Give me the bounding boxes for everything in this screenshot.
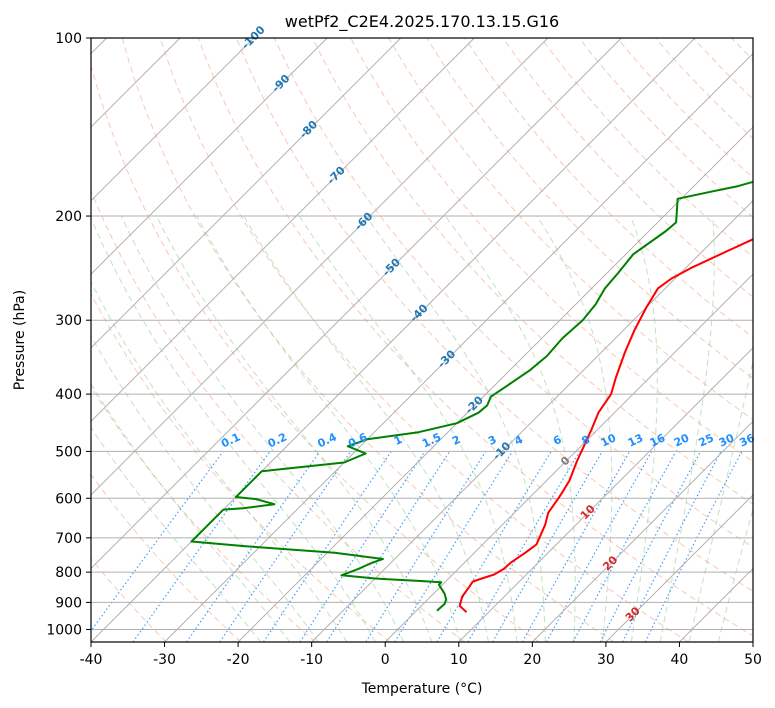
dry-adiabat-line xyxy=(464,38,753,339)
mixing-ratio-line xyxy=(91,451,224,632)
isotherm-line xyxy=(91,38,549,496)
moist-adiabat-line xyxy=(91,334,319,642)
y-tick-label: 700 xyxy=(55,531,82,547)
moist-adiabat-line xyxy=(196,215,461,642)
isotherm-line xyxy=(384,273,753,642)
dry-adiabat-line xyxy=(121,38,614,642)
y-tick-label: 600 xyxy=(55,491,82,507)
grid-lines xyxy=(91,38,753,642)
y-tick-label: 400 xyxy=(55,387,82,403)
y-axis-title: Pressure (hPa) xyxy=(12,290,28,390)
moist-adiabat-line xyxy=(659,215,715,642)
dry-adiabat-line xyxy=(388,38,753,421)
dry-adiabat-line xyxy=(312,38,753,505)
dry-adiabat-line xyxy=(91,386,316,642)
mixing-ratio-label: 13 xyxy=(626,431,645,449)
y-tick-label: 500 xyxy=(55,444,82,460)
isotherm-line xyxy=(458,347,753,642)
y-tick-label: 800 xyxy=(55,565,82,581)
y-tick-label: 300 xyxy=(55,313,82,329)
x-tick-label: 20 xyxy=(523,652,541,668)
plot-frame xyxy=(90,37,754,643)
mixing-ratio-line xyxy=(262,451,392,642)
dry-adiabat-line xyxy=(91,473,242,642)
x-tick-label: 10 xyxy=(450,652,468,668)
dry-adiabat-line xyxy=(502,38,753,298)
mixing-ratio-label: 30 xyxy=(717,431,737,449)
mixing-ratio-line xyxy=(326,451,451,642)
mixing-ratio-line xyxy=(299,451,426,642)
x-axis-ticks: -40 -30 -20 -10 0 10 20 30 40 50 xyxy=(80,642,762,668)
dry-adiabat-line xyxy=(236,38,753,592)
x-tick-label: -40 xyxy=(80,652,103,668)
y-tick-label: 1000 xyxy=(46,622,82,638)
y-tick-label: 100 xyxy=(55,31,82,47)
moist-adiabat-line xyxy=(156,215,433,642)
isotherm-line xyxy=(91,38,255,202)
isotherm-line xyxy=(91,38,402,349)
mixing-ratio-label: 25 xyxy=(697,431,716,449)
y-tick-label: 200 xyxy=(55,209,82,225)
dry-adiabat-line xyxy=(91,189,465,642)
mixing-ratio-line xyxy=(521,451,631,642)
moist-adiabat-line xyxy=(536,215,613,642)
dewpoint-profile-line xyxy=(190,180,753,612)
x-tick-label: 50 xyxy=(744,652,762,668)
mixing-ratio-line xyxy=(219,451,352,642)
y-tick-label: 900 xyxy=(55,595,82,611)
x-tick-label: -10 xyxy=(300,652,323,668)
moist-adiabat-line xyxy=(444,215,576,642)
chart-title: wetPf2_C2E4.2025.170.13.15.G16 xyxy=(285,12,559,32)
moist-adiabat-line xyxy=(120,215,405,642)
dry-adiabat-line xyxy=(426,38,753,379)
dry-adiabat-line xyxy=(91,292,391,642)
x-tick-label: 30 xyxy=(597,652,615,668)
mixing-ratio-line xyxy=(394,451,513,642)
mixing-ratio-line xyxy=(572,451,677,642)
mixing-ratio-label: 36 xyxy=(737,431,757,449)
mixing-ratio-label: 16 xyxy=(648,431,668,449)
dry-adiabat-line xyxy=(159,38,689,642)
mixing-ratio-line xyxy=(186,451,321,642)
dry-adiabat-line xyxy=(350,38,753,463)
isotherm-line xyxy=(311,199,753,642)
moist-adiabat-line xyxy=(365,215,546,642)
x-axis-title: Temperature (°C) xyxy=(361,681,483,697)
moist-adiabat-line xyxy=(630,215,658,642)
moist-adiabat-line xyxy=(91,280,348,642)
isotherm-line xyxy=(91,38,328,275)
isotherm-line xyxy=(91,38,622,570)
isotherm-line xyxy=(91,38,475,423)
x-tick-label: 0 xyxy=(381,652,390,668)
isotherm-line xyxy=(605,494,753,642)
mixing-ratio-label: 10 xyxy=(599,431,619,449)
x-tick-label: -30 xyxy=(153,652,176,668)
isotherm-line xyxy=(237,126,753,642)
dry-adiabat-line xyxy=(274,38,753,548)
moist-adiabat-line xyxy=(91,216,376,642)
y-axis-ticks: 100 200 300 400 500 600 700 800 900 1000 xyxy=(46,31,91,638)
mixing-ratio-line xyxy=(546,451,653,642)
isotherm-line xyxy=(164,52,753,642)
moist-adiabat-line xyxy=(91,426,262,642)
profile-series xyxy=(190,180,753,613)
isotherm-line xyxy=(531,420,753,642)
mixing-ratio-label: 20 xyxy=(672,431,692,449)
dry-adiabat-line xyxy=(91,63,540,642)
x-tick-label: -20 xyxy=(227,652,250,668)
x-tick-label: 40 xyxy=(671,652,689,668)
temperature-profile-line xyxy=(458,238,753,613)
mixing-ratio-line xyxy=(644,451,743,642)
